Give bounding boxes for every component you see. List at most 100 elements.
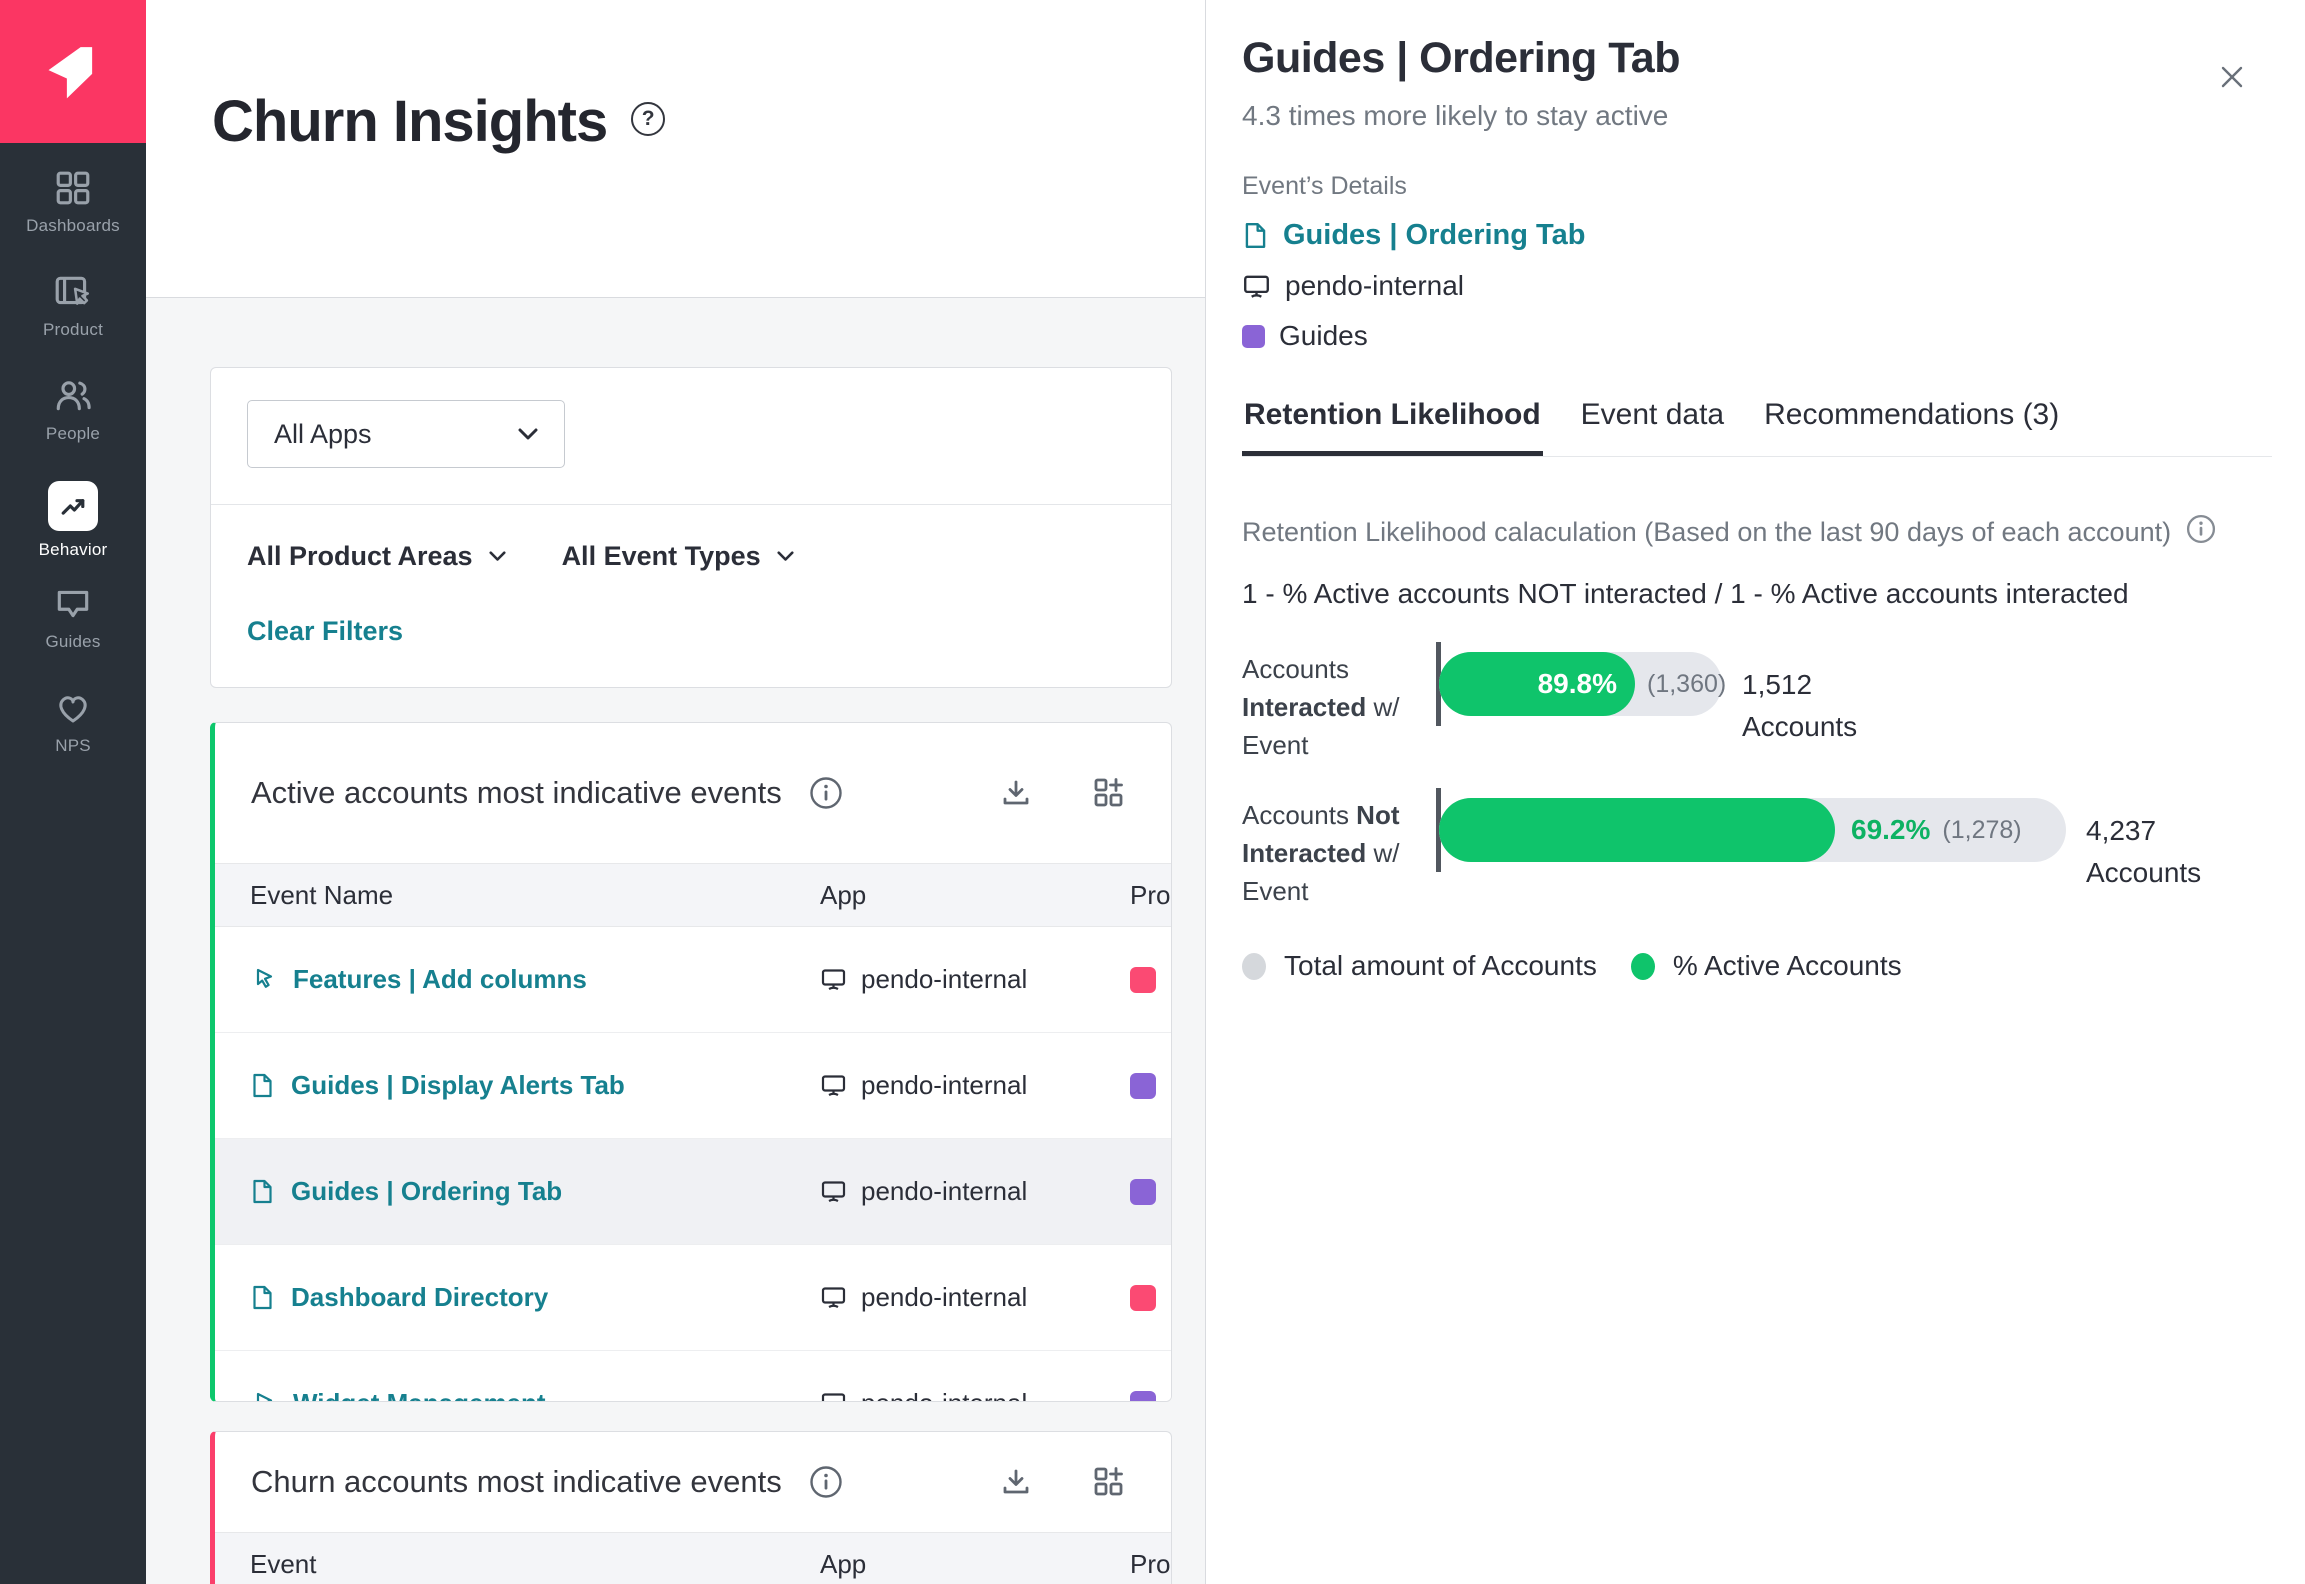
column-event-name: Event Name	[250, 879, 394, 910]
people-icon	[56, 381, 91, 411]
chevron-down-icon	[777, 551, 794, 561]
axis-tick	[1436, 642, 1441, 726]
main-content: Churn Insights ? All Apps	[146, 0, 1205, 1584]
calc-note-text: Retention Likelihood calaculation (Based…	[1242, 517, 2172, 547]
behavior-icon	[48, 481, 98, 531]
download-icon[interactable]	[999, 776, 1033, 810]
product-area-color	[1130, 1390, 1156, 1401]
guides-icon	[57, 590, 89, 618]
bar-row-not-interacted: Accounts Not Interacted w/ Event 69.2% (…	[1242, 788, 2305, 910]
info-icon[interactable]	[808, 775, 844, 811]
bar-percent: 89.8%	[1537, 668, 1617, 699]
page-header: Churn Insights ?	[146, 0, 1205, 298]
table-row: Guides | Display Alerts Tab pendo-intern…	[215, 1033, 1171, 1139]
sidebar-item-guides[interactable]: Guides	[0, 585, 146, 689]
sidebar-item-product[interactable]: Product	[0, 273, 146, 377]
sidebar-item-label: Dashboards	[26, 216, 120, 235]
product-area-color	[1130, 966, 1156, 993]
column-app: App	[820, 879, 867, 910]
info-icon[interactable]	[808, 1464, 844, 1500]
column-app: App	[820, 1548, 867, 1579]
column-product-area: Pro	[1130, 1548, 1171, 1579]
sidebar-item-nps[interactable]: NPS	[0, 689, 146, 793]
help-icon[interactable]: ?	[631, 102, 666, 136]
product-area-color	[1130, 1072, 1156, 1099]
panel-title: Guides | Ordering Tab	[1242, 34, 1680, 82]
product-areas-label: All Product Areas	[247, 541, 473, 571]
bar-count: (1,360)	[1647, 669, 1727, 698]
bar-fill	[1439, 798, 1835, 862]
document-icon	[1245, 223, 1266, 248]
bar-percent: 69.2%	[1851, 814, 1931, 845]
filter-card: All Apps All Product Areas	[210, 367, 1172, 688]
table-header: Event App Pro	[215, 1532, 1171, 1584]
pendo-logo[interactable]	[0, 0, 146, 143]
sidebar-item-dashboards[interactable]: Dashboards	[0, 169, 146, 273]
card-title: Churn accounts most indicative events	[251, 1464, 782, 1499]
page-title: Churn Insights	[212, 89, 608, 154]
sidebar-nav: Dashboards Product	[0, 143, 146, 793]
nps-heart-icon	[59, 696, 87, 723]
retention-formula: 1 - % Active accounts NOT interacted / 1…	[1242, 578, 2129, 609]
sidebar-item-label: Behavior	[38, 540, 108, 559]
detail-product-area: Guides	[1279, 320, 1368, 351]
app-select[interactable]: All Apps	[247, 400, 565, 468]
card-title: Active accounts most indicative events	[251, 775, 782, 810]
app-name: pendo-internal	[861, 1282, 1028, 1312]
tab-retention-likelihood[interactable]: Retention Likelihood	[1242, 398, 1543, 456]
event-link[interactable]: Guides | Ordering Tab	[291, 1176, 563, 1206]
sidebar-item-behavior[interactable]: Behavior	[0, 481, 146, 585]
legend-dot-active	[1630, 952, 1655, 980]
bar-track: 69.2% (1,278)	[1439, 798, 2066, 862]
add-widget-icon[interactable]	[1091, 775, 1127, 811]
app-name: pendo-internal	[861, 1388, 1027, 1401]
product-icon	[55, 276, 89, 305]
dashboards-icon	[56, 171, 90, 205]
monitor-icon	[821, 1393, 846, 1401]
product-area-color	[1242, 324, 1265, 348]
sidebar-item-people[interactable]: People	[0, 377, 146, 481]
legend-label-total: Total amount of Accounts	[1284, 950, 1597, 981]
chevron-down-icon	[518, 428, 538, 439]
product-areas-filter[interactable]: All Product Areas	[247, 541, 506, 572]
content-area: All Apps All Product Areas	[146, 298, 1205, 1584]
monitor-icon	[1244, 275, 1269, 298]
add-widget-icon[interactable]	[1091, 1464, 1127, 1500]
panel-subtitle: 4.3 times more likely to stay active	[1242, 100, 1669, 131]
bar-total: 1,512 Accounts	[1742, 669, 1858, 742]
event-types-filter[interactable]: All Event Types	[562, 541, 794, 572]
app-name: pendo-internal	[861, 1176, 1028, 1206]
monitor-icon	[821, 1075, 846, 1096]
monitor-icon	[821, 969, 846, 990]
table-row: Dashboard Directory pendo-internal	[215, 1245, 1171, 1351]
event-types-label: All Event Types	[561, 541, 761, 571]
sidebar-item-label: Guides	[45, 632, 101, 651]
event-link[interactable]: Features | Add columns	[293, 964, 587, 994]
tab-event-data[interactable]: Event data	[1580, 398, 1725, 431]
event-detail-link[interactable]: Guides | Ordering Tab	[1283, 219, 1586, 251]
bar-fill: 89.8%	[1439, 652, 1635, 716]
bar-label: Accounts Interacted w/ Event	[1242, 654, 1400, 760]
event-link[interactable]: Widget Management	[293, 1388, 546, 1401]
clear-filters-link[interactable]: Clear Filters	[247, 616, 404, 646]
app-select-value: All Apps	[274, 418, 372, 449]
info-icon[interactable]	[2185, 513, 2217, 552]
close-icon[interactable]	[2217, 62, 2247, 97]
event-details-label: Event’s Details	[1242, 172, 1407, 200]
table-row-selected: Guides | Ordering Tab pendo-internal	[215, 1139, 1171, 1245]
divider	[211, 504, 1171, 505]
legend-label-active: % Active Accounts	[1672, 950, 1902, 981]
bar-total: 4,237 Accounts	[2086, 815, 2202, 888]
tab-recommendations[interactable]: Recommendations (3)	[1764, 398, 2060, 431]
event-link[interactable]: Dashboard Directory	[291, 1282, 549, 1312]
sidebar-item-label: People	[45, 424, 101, 443]
event-link[interactable]: Guides | Display Alerts Tab	[291, 1070, 625, 1100]
legend-dot-total	[1242, 952, 1266, 980]
sidebar-item-label: NPS	[55, 736, 91, 755]
product-area-color	[1130, 1284, 1156, 1311]
document-icon	[253, 1073, 272, 1098]
document-icon	[253, 1285, 272, 1310]
download-icon[interactable]	[999, 1465, 1033, 1499]
pendo-flag-icon	[48, 46, 93, 98]
